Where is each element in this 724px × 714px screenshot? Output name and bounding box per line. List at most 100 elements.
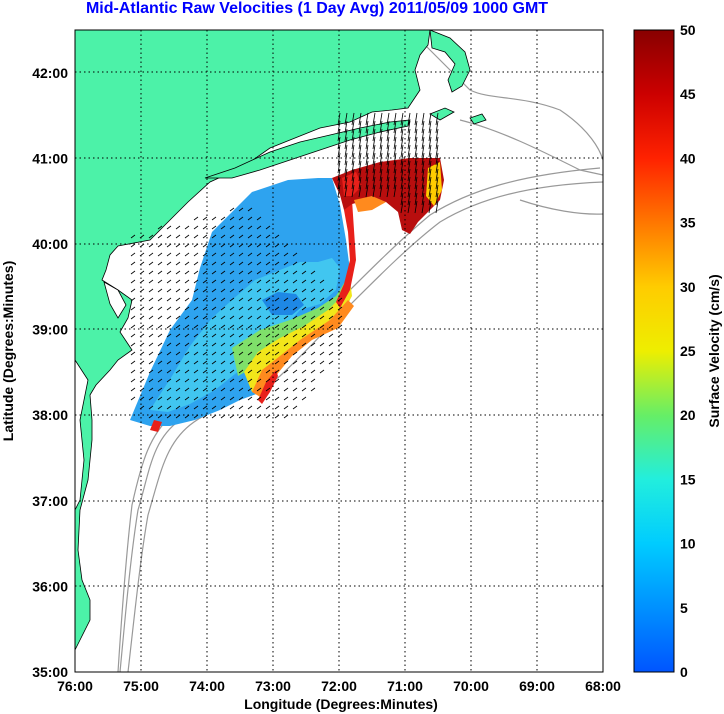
current-vector bbox=[344, 144, 348, 158]
current-vector bbox=[202, 396, 208, 401]
current-vector bbox=[407, 144, 411, 158]
current-vector bbox=[166, 225, 172, 230]
current-vector bbox=[229, 252, 235, 257]
current-vector bbox=[393, 168, 397, 182]
current-vector bbox=[157, 306, 163, 311]
current-vector bbox=[148, 261, 154, 266]
current-vector bbox=[274, 378, 280, 383]
current-vector bbox=[166, 270, 172, 275]
current-vector bbox=[265, 315, 271, 320]
current-vector bbox=[211, 405, 217, 410]
current-vector bbox=[328, 342, 334, 347]
current-vector bbox=[220, 261, 226, 266]
current-vector bbox=[344, 120, 348, 134]
current-vector bbox=[428, 184, 432, 198]
current-vector bbox=[184, 288, 190, 293]
current-vector bbox=[175, 315, 181, 320]
current-vector bbox=[166, 315, 172, 320]
current-vector bbox=[220, 306, 226, 311]
current-vector bbox=[358, 136, 362, 150]
current-vector bbox=[175, 405, 181, 410]
current-vector bbox=[265, 225, 271, 230]
current-vector bbox=[421, 120, 425, 134]
current-vector bbox=[292, 360, 298, 365]
current-vector bbox=[202, 279, 208, 284]
current-vector bbox=[274, 270, 280, 275]
current-vector bbox=[274, 315, 280, 320]
current-vector bbox=[351, 184, 355, 198]
current-vector bbox=[238, 351, 244, 356]
current-vector bbox=[193, 297, 199, 302]
x-tick-label: 68:00 bbox=[585, 678, 621, 694]
current-vector bbox=[400, 144, 404, 158]
current-vector bbox=[229, 342, 235, 347]
current-vector bbox=[328, 333, 334, 338]
current-vector bbox=[166, 396, 172, 401]
current-vector bbox=[435, 160, 439, 174]
current-vector bbox=[157, 288, 163, 293]
current-vector bbox=[256, 387, 262, 392]
current-vector bbox=[274, 351, 280, 356]
current-vector bbox=[256, 288, 262, 293]
current-vector bbox=[428, 120, 432, 134]
current-vector bbox=[393, 120, 397, 134]
current-vector bbox=[372, 128, 376, 142]
current-vector bbox=[166, 378, 172, 383]
current-vector bbox=[238, 396, 244, 401]
current-vector bbox=[274, 369, 280, 374]
current-vector bbox=[238, 270, 244, 275]
y-tick-label: 40:00 bbox=[32, 236, 68, 252]
current-vector bbox=[265, 333, 271, 338]
current-vector bbox=[238, 342, 244, 347]
cape-cod bbox=[429, 30, 471, 93]
current-vector bbox=[265, 378, 271, 383]
current-vector bbox=[256, 261, 262, 266]
velocity-region-orange bbox=[252, 300, 354, 398]
current-vector bbox=[351, 152, 355, 166]
current-vector bbox=[292, 351, 298, 356]
current-vector bbox=[229, 351, 235, 356]
current-vector bbox=[229, 396, 235, 401]
current-vector bbox=[428, 176, 432, 190]
current-vector bbox=[193, 333, 199, 338]
current-vector bbox=[238, 234, 244, 239]
current-vector bbox=[435, 152, 439, 166]
current-vector bbox=[229, 333, 235, 338]
current-vector bbox=[193, 234, 199, 239]
current-vector bbox=[220, 351, 226, 356]
current-vector bbox=[301, 387, 307, 392]
current-vector bbox=[229, 324, 235, 329]
current-vector bbox=[202, 360, 208, 365]
current-vector bbox=[184, 297, 190, 302]
current-vector bbox=[202, 261, 208, 266]
current-vector bbox=[238, 387, 244, 392]
current-vector bbox=[229, 279, 235, 284]
current-vector bbox=[421, 136, 425, 150]
current-vector bbox=[157, 324, 163, 329]
current-vector bbox=[166, 306, 172, 311]
current-vector bbox=[358, 168, 362, 182]
colorbar-tick-label: 40 bbox=[680, 150, 696, 166]
current-vector bbox=[274, 333, 280, 338]
current-vector bbox=[372, 176, 376, 190]
current-vector bbox=[435, 144, 439, 158]
current-vector bbox=[148, 333, 154, 338]
current-vector bbox=[148, 306, 154, 311]
current-vector bbox=[428, 112, 432, 126]
current-vector bbox=[283, 369, 289, 374]
current-vector bbox=[247, 315, 253, 320]
y-tick-labels: 35:00 36:00 37:00 38:00 39:00 40:00 41:00 42:00 bbox=[32, 65, 68, 680]
current-vector bbox=[247, 216, 253, 221]
current-vector bbox=[130, 279, 136, 284]
current-vector bbox=[407, 136, 411, 150]
current-vector bbox=[265, 369, 271, 374]
current-vector bbox=[202, 306, 208, 311]
current-vector bbox=[344, 128, 348, 142]
current-vector bbox=[365, 160, 369, 174]
current-vector bbox=[372, 136, 376, 150]
current-vector bbox=[184, 369, 190, 374]
chesapeake-bay bbox=[75, 359, 89, 511]
current-vector bbox=[283, 333, 289, 338]
current-vector bbox=[344, 160, 348, 174]
